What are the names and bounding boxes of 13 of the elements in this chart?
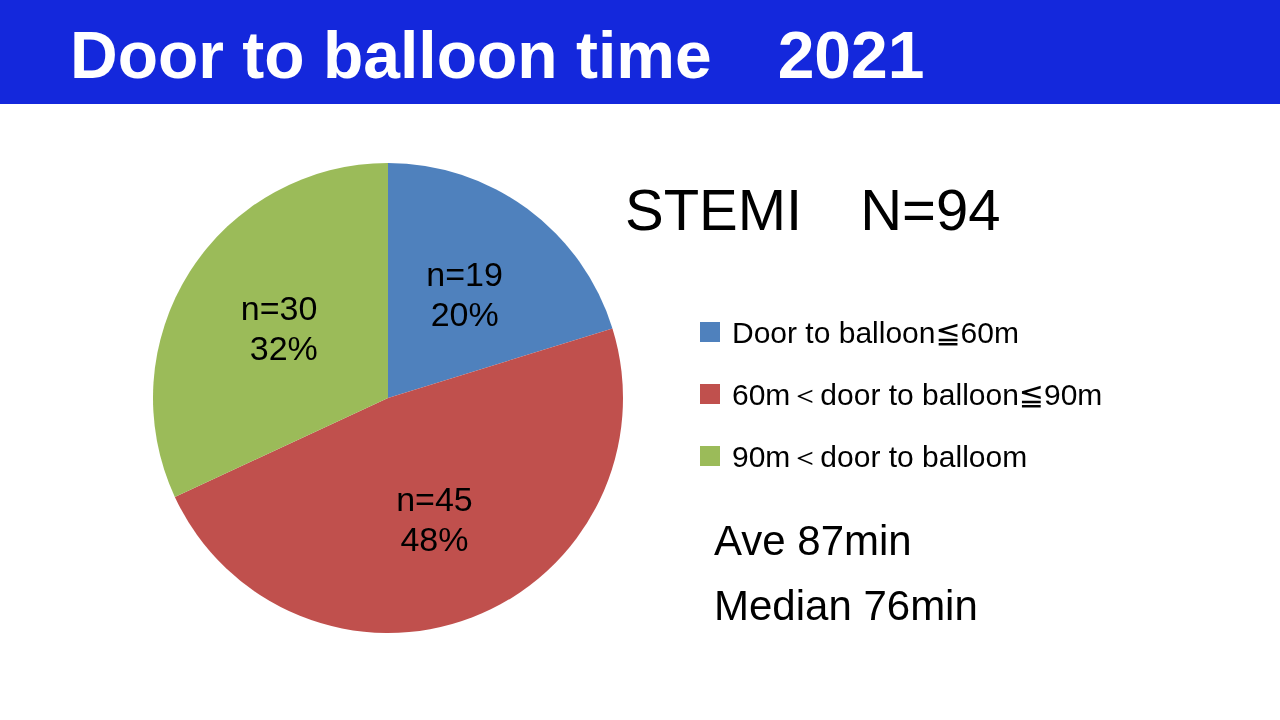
chart-title: Door to balloon time 2021	[70, 18, 925, 92]
text: Ave 87min	[714, 517, 912, 564]
pie-slice	[388, 163, 613, 398]
pie-slice	[153, 163, 388, 497]
data-label: n=45 48%	[396, 479, 473, 558]
text: Median 76min	[714, 582, 978, 629]
pie-slice	[174, 328, 623, 633]
data-label: n=19 20%	[426, 254, 503, 333]
chart-subtitle: STEMI N=94	[625, 177, 1001, 242]
legend-label: 90m＜door to balloom	[732, 440, 1028, 473]
legend-label: Door to balloon≦60m	[732, 316, 1019, 349]
data-label: n=30 32%	[240, 289, 318, 368]
legend-label: 60m＜door to balloon≦90m	[732, 378, 1103, 411]
